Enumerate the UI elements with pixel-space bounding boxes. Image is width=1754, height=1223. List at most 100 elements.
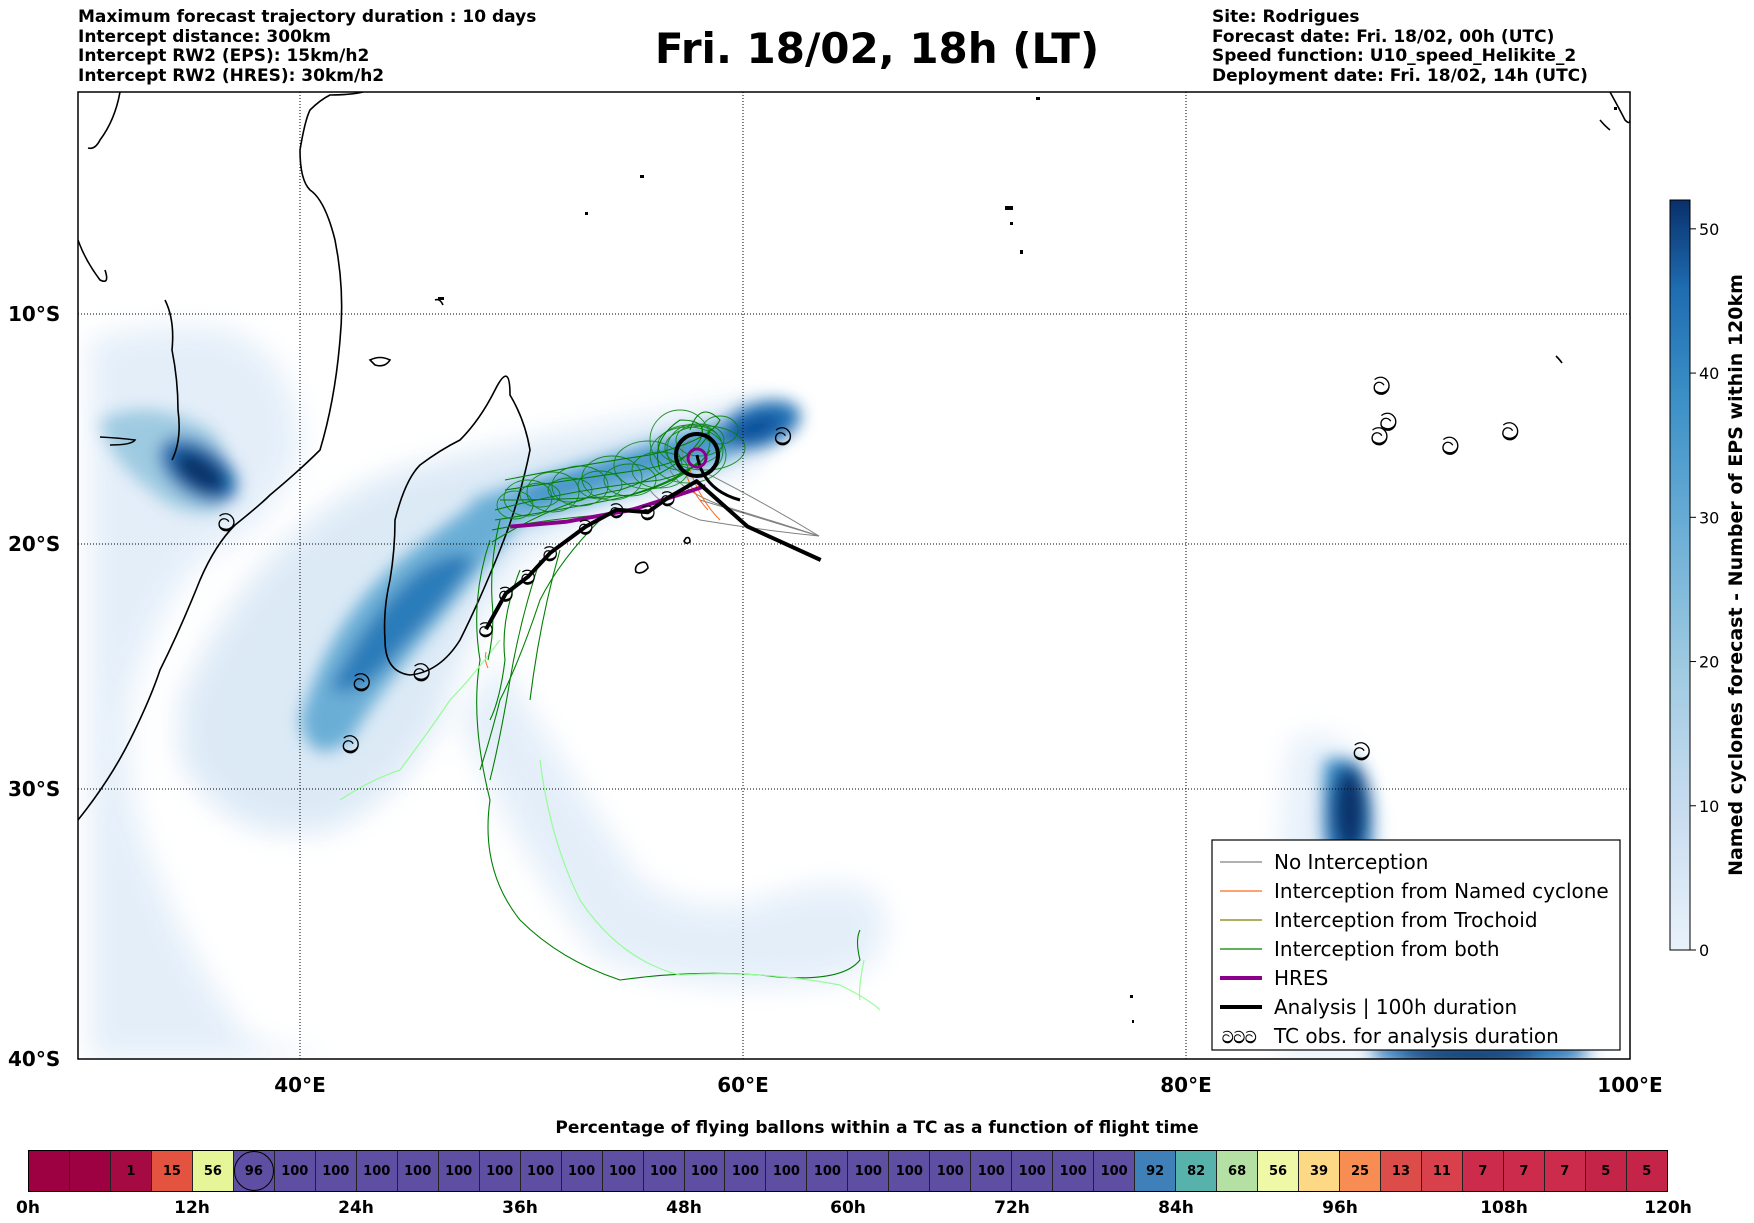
tc-obs-marker: ට: [1353, 738, 1370, 766]
colorbar-title: Named cyclones forecast - Number of EPS …: [1725, 274, 1747, 876]
strip-time-tick: 36h: [502, 1198, 538, 1218]
strip-cell-value: 56: [1269, 1163, 1288, 1179]
strip-cell-value: 100: [895, 1163, 923, 1179]
strip-title: Percentage of flying ballons within a TC…: [555, 1118, 1199, 1138]
legend-label: Interception from both: [1274, 937, 1500, 961]
colorbar-tick-label: 40: [1699, 364, 1719, 383]
current-time-ring: [233, 1151, 274, 1191]
strip-cell: 92: [1135, 1151, 1177, 1191]
lon-label-60e: 60°E: [717, 1073, 769, 1097]
strip-cell-value: 11: [1432, 1163, 1451, 1179]
strip-cell: 100: [725, 1151, 767, 1191]
strip-cell: 100: [643, 1151, 685, 1191]
analysis-swirl-marker: ට: [641, 501, 655, 525]
strip-cell-value: 1: [126, 1163, 136, 1179]
strip-cell-value: 5: [1642, 1163, 1652, 1179]
strip-cell-value: 100: [568, 1163, 596, 1179]
intercept-eps-text: Intercept RW2 (EPS): 15km/h2: [78, 46, 370, 66]
tc-obs-marker: ට: [218, 509, 235, 537]
header-right-info: Site: Rodrigues Forecast date: Fri. 18/0…: [1212, 7, 1588, 86]
strip-cell-value: 100: [772, 1163, 800, 1179]
strip-cell-value: 100: [813, 1163, 841, 1179]
cyclone-density-field: [90, 326, 1600, 1059]
lat-label-40s: 40°S: [8, 1047, 60, 1071]
strip-cell: 1: [110, 1151, 152, 1191]
lon-label-80e: 80°E: [1160, 1073, 1212, 1097]
max-duration-text: Maximum forecast trajectory duration : 1…: [78, 7, 537, 27]
strip-time-tick: 84h: [1158, 1198, 1194, 1218]
tc-obs-marker: ට: [1502, 418, 1519, 446]
tc-obs-marker: ට: [1380, 408, 1397, 436]
strip-cell-value: 100: [690, 1163, 719, 1179]
strip-cell: 25: [1340, 1151, 1381, 1191]
strip-cell: 100: [930, 1151, 972, 1191]
strip-cell: 100: [1012, 1151, 1054, 1191]
strip-cell: 100: [1094, 1151, 1136, 1191]
lon-labels: 40°E 60°E 80°E 100°E: [274, 1073, 1662, 1097]
colorbar-gradient: [1669, 199, 1691, 951]
strip-cell: 15: [151, 1151, 193, 1191]
strip-cell: 100: [356, 1151, 398, 1191]
tc-obs-marker: ට: [1442, 432, 1459, 460]
strip-cell: [69, 1151, 111, 1191]
strip-cell-value: 100: [527, 1163, 555, 1179]
strip-cell: 100: [971, 1151, 1013, 1191]
strip-cell: 100: [889, 1151, 931, 1191]
analysis-swirl-marker: ට: [499, 582, 513, 606]
strip-cell: 11: [1421, 1151, 1463, 1191]
strip-time-tick: 0h: [16, 1198, 40, 1218]
intercept-distance-text: Intercept distance: 300km: [78, 26, 331, 47]
legend-symbol-tc-obs: ටටට: [1222, 1028, 1257, 1047]
colorbar-tick-label: 30: [1699, 508, 1719, 527]
strip-time-axis: 0h 12h 24h 36h 48h 60h 72h 84h 96h 108h 120h: [16, 1198, 1692, 1222]
map-frame: [77, 91, 1631, 1060]
late-trajectories: [339, 639, 881, 1011]
colorbar-tick-label: 20: [1699, 653, 1719, 672]
strip-cell: 100: [315, 1151, 357, 1191]
lon-label-100e: 100°E: [1597, 1073, 1662, 1097]
tc-obs-marker: ට: [353, 669, 370, 697]
legend-label: TC obs. for analysis duration: [1273, 1024, 1559, 1048]
strip-cell: 100: [274, 1151, 316, 1191]
speed-function-text: Speed function: U10_speed_Helikite_2: [1212, 46, 1577, 66]
analysis-track: [484, 479, 822, 631]
strip-cell: 7: [1462, 1151, 1504, 1191]
strip-cell: 100: [438, 1151, 480, 1191]
strip-cell: 7: [1544, 1151, 1586, 1191]
legend-label: Interception from Trochoid: [1274, 908, 1538, 932]
strip-cell-value: 100: [363, 1163, 391, 1179]
strip-cell-value: 39: [1309, 1163, 1329, 1179]
tc-obs-marker: ට: [342, 731, 359, 759]
strip-cell: 100: [520, 1151, 562, 1191]
strip-cell-value: 100: [854, 1163, 882, 1179]
legend-label: No Interception: [1274, 850, 1428, 874]
colorbar: 0 10 20 30 40 50 Named cyclones forecast - Nu…: [1669, 199, 1747, 960]
colorbar-tick-label: 0: [1699, 941, 1709, 960]
strip-cell-value: 7: [1560, 1163, 1570, 1179]
strip-time-tick: 108h: [1480, 1198, 1528, 1218]
strip-cell-value: 100: [1100, 1163, 1128, 1179]
strip-cell-value: 100: [322, 1163, 350, 1179]
strip-time-tick: 48h: [666, 1198, 702, 1218]
strip-cell-value: 7: [1519, 1163, 1529, 1179]
strip-time-tick: 120h: [1644, 1198, 1692, 1218]
site-text: Site: Rodrigues: [1212, 7, 1360, 27]
strip-cell-value: 56: [203, 1163, 222, 1179]
strip-cell-value: 100: [649, 1163, 678, 1179]
flight-percentage-strip: 1 15 56 96 100 100 100 100 100 100 100 100 100 100 100…: [28, 1150, 1668, 1192]
strip-cell: 100: [807, 1151, 849, 1191]
legend-label: Interception from Named cyclone: [1274, 879, 1609, 903]
analysis-spiral: [674, 432, 741, 502]
strip-cell: 100: [1053, 1151, 1095, 1191]
strip-cell: 100: [479, 1151, 521, 1191]
strip-cell: 100: [397, 1151, 439, 1191]
strip-cell-value: 100: [731, 1163, 760, 1179]
small-islands: [438, 97, 1617, 1023]
strip-cell: 100: [684, 1151, 726, 1191]
ensemble-cluster: [496, 409, 746, 520]
strip-cell-value: 82: [1187, 1163, 1206, 1179]
strip-cell-value: 15: [162, 1163, 181, 1179]
